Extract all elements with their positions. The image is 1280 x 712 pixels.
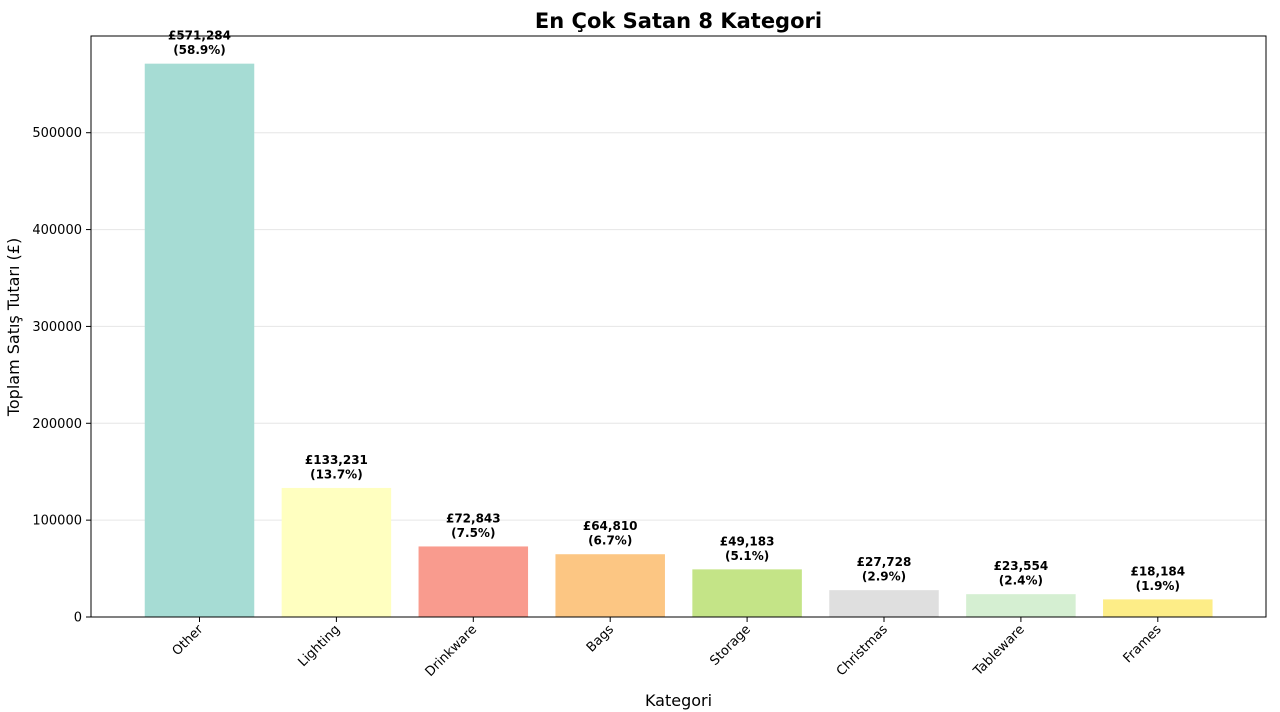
y-tick-label: 300000: [32, 320, 82, 335]
y-tick-label: 400000: [32, 223, 82, 238]
bar-bags: [555, 554, 665, 617]
bar-tableware: [966, 594, 1076, 617]
data-label-percent: (7.5%): [451, 526, 495, 540]
x-tick-label: Storage: [707, 622, 754, 669]
y-tick-label: 200000: [32, 417, 82, 432]
x-tick-label: Tableware: [970, 622, 1027, 679]
bar-lighting: [281, 487, 392, 617]
data-label-value: £23,554: [994, 559, 1049, 573]
data-label-percent: (13.7%): [310, 467, 363, 481]
data-label-percent: (58.9%): [173, 43, 226, 57]
data-label-value: £72,843: [446, 511, 501, 525]
data-label-percent: (5.1%): [725, 549, 769, 563]
x-axis-label: Kategori: [645, 691, 712, 710]
data-label-value: £571,284: [168, 29, 231, 43]
data-label-value: £18,184: [1130, 564, 1185, 578]
y-tick-label: 500000: [32, 126, 82, 141]
bar-christmas: [829, 590, 939, 617]
data-label-value: £49,183: [720, 534, 775, 548]
x-tick-label: Bags: [584, 622, 617, 655]
bars: [144, 63, 1213, 617]
x-tick-label: Frames: [1121, 622, 1165, 666]
chart-title: En Çok Satan 8 Kategori: [535, 9, 822, 33]
grid-lines: [91, 132, 1266, 521]
x-tick-label: Lighting: [295, 622, 343, 670]
data-label-value: £64,810: [583, 519, 638, 533]
data-label-percent: (6.7%): [588, 534, 632, 548]
x-tick-label: Christmas: [834, 622, 891, 679]
x-tick-label: Other: [170, 622, 207, 659]
bar-storage: [692, 569, 802, 617]
y-tick-label: 100000: [32, 514, 82, 529]
data-label-percent: (1.9%): [1136, 579, 1180, 593]
bar-other: [144, 63, 255, 617]
bar-drinkware: [418, 546, 529, 617]
x-tick-label: Drinkware: [423, 622, 481, 680]
data-labels: £571,284(58.9%) £133,231(13.7%) £72,843(7.…: [168, 29, 1185, 593]
y-tick-label: 0: [74, 611, 82, 626]
data-label-value: £133,231: [305, 453, 368, 467]
data-label-percent: (2.4%): [999, 574, 1043, 588]
y-axis-label: Toplam Satış Tutarı (£): [4, 238, 23, 417]
x-axis-ticks: Other Lighting Drinkware Bags Storage Christm…: [170, 617, 1165, 680]
data-label-value: £27,728: [857, 555, 912, 569]
data-label-percent: (2.9%): [862, 570, 906, 584]
bar-frames: [1103, 599, 1213, 617]
y-axis-ticks: 0 100000 200000 300000 400000 500000: [32, 126, 91, 626]
